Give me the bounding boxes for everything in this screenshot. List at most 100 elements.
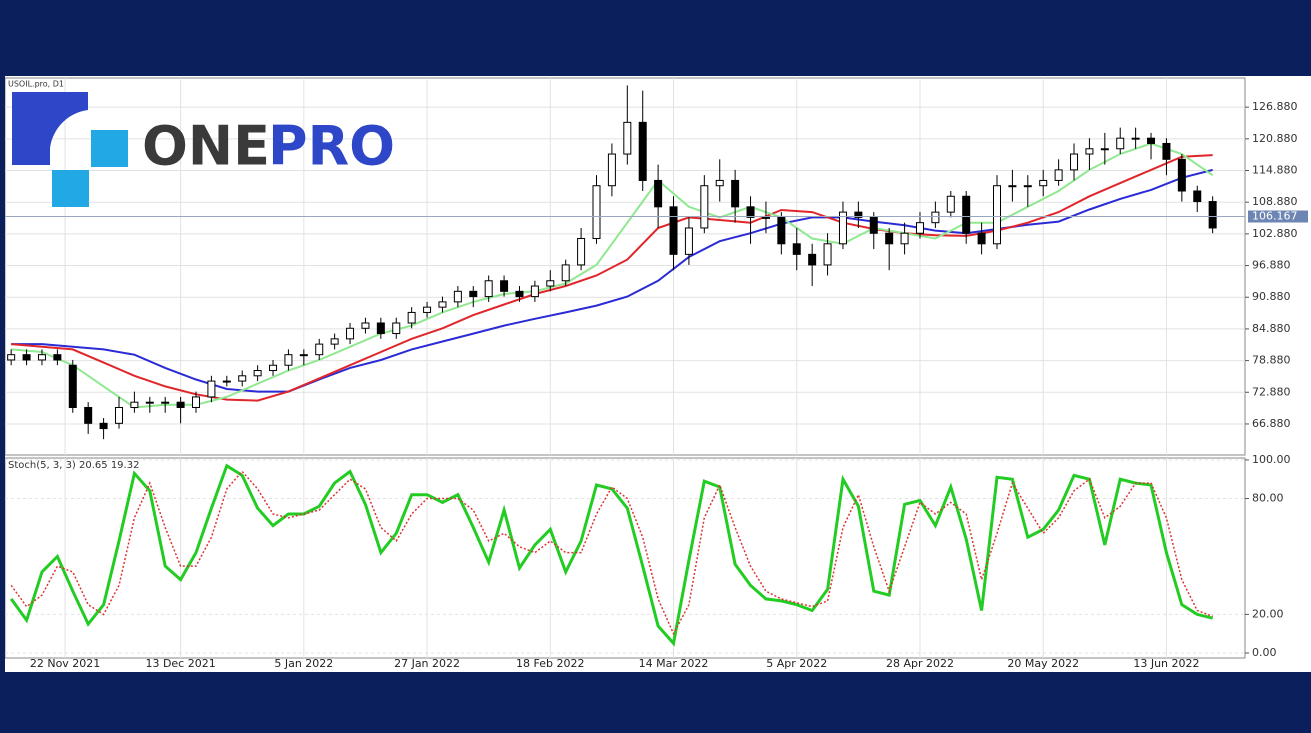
candle-body [577, 238, 586, 266]
candle-body [53, 354, 62, 361]
candle-body [222, 380, 231, 383]
candle-body [1131, 137, 1140, 140]
candle-body [1100, 148, 1109, 151]
y-tick-label: 66.880 [1252, 417, 1291, 430]
candle-body [515, 290, 524, 298]
candle-body [1070, 153, 1079, 171]
candle-body [530, 285, 539, 298]
candle-body [1162, 142, 1171, 160]
y-tick-label: 80.00 [1252, 492, 1284, 505]
stoch-line [9, 463, 1214, 647]
candle-body [453, 290, 462, 303]
candle-body [145, 401, 154, 404]
candle-body [22, 354, 31, 361]
candle-body [669, 206, 678, 255]
candle-body [1147, 137, 1156, 144]
y-tick-label: 78.880 [1252, 354, 1291, 367]
candle-body [931, 211, 940, 224]
candle-body [1208, 201, 1217, 229]
x-tick-label: 13 Dec 2021 [145, 657, 215, 670]
candle-body [823, 243, 832, 266]
candle-body [623, 121, 632, 155]
candle-body [746, 206, 755, 218]
candle-body [269, 364, 278, 372]
candle-body [1116, 137, 1125, 150]
candle-body [854, 211, 863, 218]
candle-body [1023, 185, 1032, 188]
x-tick-label: 5 Jan 2022 [274, 657, 333, 670]
candle-body [84, 406, 93, 424]
candle-body [885, 232, 894, 245]
candle-body [561, 264, 570, 282]
candle-body [315, 343, 324, 356]
candle-body [392, 322, 401, 335]
logo-square [52, 170, 89, 207]
x-tick-label: 18 Feb 2022 [516, 657, 584, 670]
candle-body [238, 375, 247, 382]
logo: ONE PRO [12, 92, 395, 207]
y-tick-label: 20.00 [1252, 607, 1284, 620]
candle-body [715, 179, 724, 187]
candle-body [68, 364, 77, 408]
y-tick-label: 102.880 [1252, 227, 1298, 240]
candle-body [1054, 169, 1063, 181]
logo-square [91, 130, 128, 167]
candle-body [346, 327, 355, 340]
candle-body [130, 401, 139, 408]
candle-body [469, 290, 478, 298]
y-tick-label: 0.00 [1252, 646, 1277, 659]
left-border [0, 0, 5, 733]
stoch-line [10, 470, 1213, 636]
last-price-label: 106.167 [1252, 210, 1298, 223]
chart-title: USOIL.pro, D1 [8, 80, 64, 89]
candle-body [330, 338, 339, 345]
candle-body [176, 401, 185, 408]
candle-body [37, 354, 46, 361]
candle-body [1177, 158, 1186, 192]
y-tick-label: 96.880 [1252, 259, 1291, 272]
candle-body [607, 153, 616, 187]
candle-body [407, 311, 416, 324]
candle-body [777, 216, 786, 245]
x-tick-label: 20 May 2022 [1007, 657, 1079, 670]
x-tick-label: 28 Apr 2022 [886, 657, 954, 670]
y-tick-label: 108.880 [1252, 195, 1298, 208]
y-tick-label: 126.880 [1252, 100, 1298, 113]
candle-body [1085, 148, 1094, 155]
candle-body [500, 280, 509, 292]
candle-body [638, 121, 647, 181]
candle-body [684, 227, 693, 255]
candle-body [114, 406, 123, 424]
x-tick-label: 13 Jun 2022 [1133, 657, 1199, 670]
candle-body [207, 380, 216, 398]
candle-body [438, 301, 447, 308]
candle-body [592, 185, 601, 240]
candle-body [993, 185, 1001, 245]
candle-body [299, 354, 308, 357]
candle-body [253, 370, 262, 377]
candle-body [376, 322, 385, 335]
candle-body [361, 322, 370, 329]
candle-body [977, 232, 986, 245]
candle-body [761, 216, 770, 219]
y-tick-label: 72.880 [1252, 385, 1291, 398]
logo-text: ONE [142, 115, 270, 178]
candle-body [7, 354, 16, 361]
candle-body [423, 306, 432, 313]
chart-layer: 22 Nov 2021 13 Dec 2021 5 Jan 2022 27 Jan 2… [5, 78, 1308, 670]
x-tick-label: 14 Mar 2022 [639, 657, 709, 670]
y-tick-label: 90.880 [1252, 290, 1291, 303]
candle-body [946, 195, 955, 213]
candle-body [1039, 179, 1048, 187]
x-tick-label: 27 Jan 2022 [394, 657, 460, 670]
candle-body [161, 401, 170, 404]
candle-body [962, 195, 971, 234]
candle-body [546, 280, 555, 287]
x-tick-label: 5 Apr 2022 [766, 657, 827, 670]
candle-body [654, 179, 663, 208]
candle-body [869, 216, 878, 234]
candle-body [915, 222, 924, 234]
y-tick-label: 100.00 [1252, 453, 1291, 466]
logo-arc [12, 92, 88, 165]
